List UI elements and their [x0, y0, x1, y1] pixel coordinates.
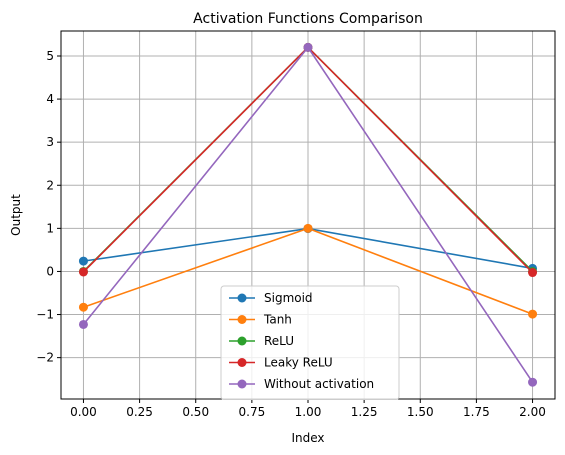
legend-item: Without activation	[229, 377, 374, 391]
y-tick-label: −1	[36, 308, 54, 322]
x-tick-label: 0.50	[182, 405, 209, 419]
x-tick-label: 2.00	[519, 405, 546, 419]
x-tick-label: 1.50	[407, 405, 434, 419]
y-axis-ticks: −2 −1 0 1 2 3 4 5	[36, 49, 61, 365]
legend: Sigmoid Tanh ReLU Leaky ReLU Without activat…	[220, 285, 400, 400]
y-axis-label: Output	[9, 194, 23, 236]
tanh-point	[303, 223, 313, 233]
legend-swatch-marker	[237, 315, 247, 324]
legend-label: ReLU	[264, 334, 294, 348]
series-without-activation	[78, 42, 538, 387]
without-activation-point	[303, 42, 313, 52]
x-axis-ticks: 0.00 0.25 0.50 0.75 1.00 1.25 1.50 1.75 2.00	[70, 399, 546, 419]
y-tick-label: 3	[46, 135, 54, 149]
leaky-relu-point	[528, 268, 538, 278]
legend-label: Sigmoid	[264, 291, 313, 305]
y-tick-label: 5	[46, 49, 54, 63]
chart-title: Activation Functions Comparison	[193, 11, 423, 27]
y-tick-label: 4	[46, 92, 54, 106]
tanh-point	[78, 302, 88, 312]
series-tanh	[78, 223, 538, 319]
y-tick-label: 1	[46, 221, 54, 235]
legend-label: Leaky ReLU	[264, 356, 333, 370]
x-tick-label: 0.75	[239, 405, 266, 419]
legend-label: Without activation	[264, 377, 374, 391]
y-tick-label: −2	[36, 351, 54, 365]
x-tick-label: 1.25	[351, 405, 378, 419]
x-tick-label: 0.25	[126, 405, 153, 419]
without-activation-point	[78, 319, 88, 329]
legend-item: Tanh	[229, 313, 292, 327]
leaky-relu-point	[78, 267, 88, 277]
tanh-point	[528, 309, 538, 319]
legend-swatch-marker	[237, 379, 247, 389]
y-tick-label: 2	[46, 178, 54, 192]
x-tick-label: 1.75	[463, 405, 490, 419]
legend-swatch-marker	[237, 293, 247, 303]
y-tick-label: 0	[46, 264, 54, 278]
legend-swatch-marker	[237, 358, 247, 367]
sigmoid-point	[78, 256, 88, 266]
legend-swatch-marker	[237, 336, 247, 346]
series-layer	[78, 42, 538, 387]
legend-box	[220, 285, 400, 400]
legend-item: ReLU	[229, 334, 294, 348]
x-axis-label: Index	[291, 431, 324, 445]
legend-label: Tanh	[263, 313, 292, 327]
x-tick-label: 1.00	[295, 405, 322, 419]
legend-item: Leaky ReLU	[229, 356, 333, 370]
legend-item: Sigmoid	[229, 291, 313, 305]
x-tick-label: 0.00	[70, 405, 97, 419]
without-activation-point	[528, 377, 538, 387]
